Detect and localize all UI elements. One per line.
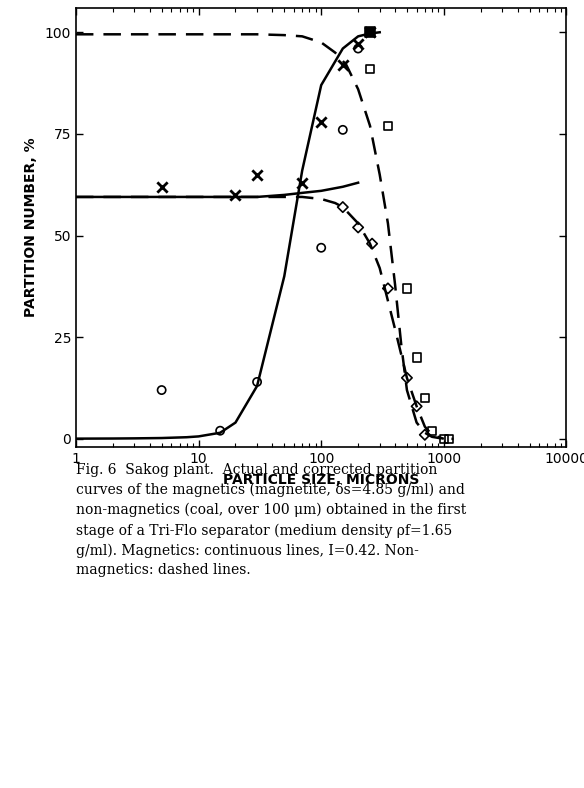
Point	[353, 221, 363, 234]
Point	[383, 282, 392, 295]
Point	[412, 351, 421, 364]
Point	[412, 400, 421, 413]
X-axis label: PARTICLE SIZE, MICRONS: PARTICLE SIZE, MICRONS	[223, 473, 419, 487]
Point	[317, 241, 326, 254]
Point	[252, 169, 262, 181]
Point	[402, 372, 412, 385]
Point	[157, 180, 166, 193]
Point	[338, 124, 347, 136]
Point	[297, 177, 307, 189]
Point	[338, 201, 347, 214]
Point	[366, 26, 375, 39]
Point	[353, 38, 363, 50]
Point	[366, 26, 375, 39]
Point	[402, 282, 412, 295]
Point	[444, 433, 454, 445]
Point	[252, 376, 262, 388]
Point	[420, 392, 429, 404]
Point	[338, 58, 347, 71]
Point	[366, 62, 375, 75]
Point	[353, 43, 363, 55]
Point	[231, 188, 240, 201]
Point	[317, 115, 326, 128]
Point	[439, 433, 449, 445]
Point	[367, 237, 377, 250]
Point	[383, 120, 392, 132]
Point	[215, 425, 225, 437]
Point	[420, 429, 429, 441]
Point	[157, 384, 166, 396]
Y-axis label: PARTITION NUMBER, %: PARTITION NUMBER, %	[24, 138, 38, 318]
Text: Fig. 6  Sakog plant.  Actual and corrected partition
curves of the magnetics (ma: Fig. 6 Sakog plant. Actual and corrected…	[76, 463, 466, 577]
Point	[427, 425, 437, 437]
